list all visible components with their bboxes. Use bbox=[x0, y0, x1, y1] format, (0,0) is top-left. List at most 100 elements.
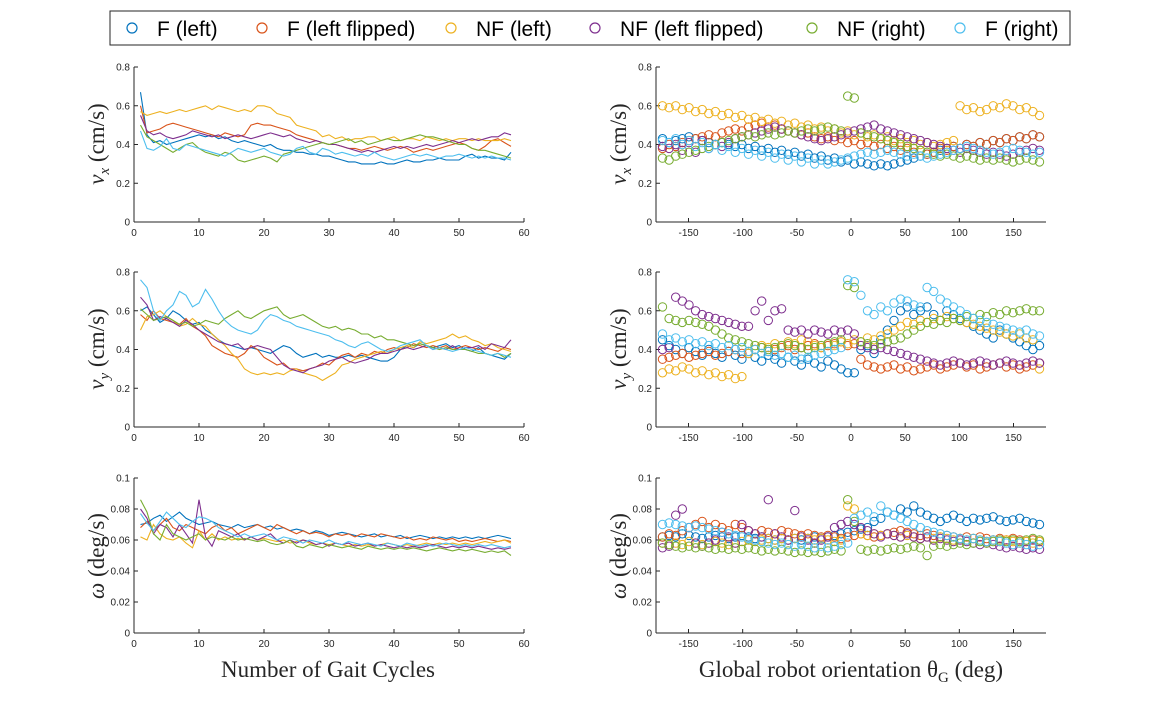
data-point bbox=[790, 541, 800, 551]
legend-marker bbox=[806, 22, 818, 34]
data-point bbox=[955, 533, 965, 544]
data-point bbox=[684, 147, 694, 158]
data-point bbox=[796, 335, 807, 345]
data-point bbox=[836, 155, 846, 165]
data-point bbox=[929, 286, 939, 297]
data-point bbox=[909, 366, 919, 376]
data-point bbox=[909, 519, 919, 530]
data-point bbox=[922, 317, 932, 328]
data-point bbox=[671, 134, 681, 144]
x-tick-label: -150 bbox=[678, 228, 698, 239]
data-point bbox=[657, 354, 668, 364]
data-point bbox=[750, 145, 760, 156]
data-point bbox=[763, 124, 773, 134]
data-point bbox=[730, 335, 740, 345]
data-point bbox=[737, 143, 747, 154]
data-point bbox=[796, 360, 807, 370]
data-point bbox=[1001, 323, 1012, 333]
panel-vx-gait: 0 0.2 0.4 0.6 0.8 0 10 20 30 40 50 60 bbox=[116, 63, 530, 240]
data-point bbox=[770, 350, 780, 360]
data-point bbox=[915, 151, 926, 161]
x-tick-label: -100 bbox=[733, 639, 753, 650]
data-point bbox=[935, 364, 945, 374]
data-point bbox=[677, 317, 687, 328]
data-point bbox=[849, 516, 859, 527]
data-point bbox=[922, 526, 932, 536]
data-point bbox=[829, 522, 840, 533]
data-point bbox=[723, 529, 734, 539]
data-point bbox=[697, 348, 707, 359]
data-point bbox=[1028, 356, 1038, 366]
series-line bbox=[139, 130, 512, 161]
data-point bbox=[942, 362, 952, 372]
data-point bbox=[690, 350, 701, 360]
data-point bbox=[869, 132, 879, 142]
data-point bbox=[1008, 325, 1018, 335]
data-point bbox=[704, 130, 714, 140]
data-point bbox=[809, 546, 820, 556]
data-point bbox=[776, 538, 787, 548]
x-tick-label: 100 bbox=[951, 639, 968, 650]
data-point bbox=[823, 134, 833, 144]
data-point bbox=[909, 153, 919, 163]
data-point bbox=[677, 362, 687, 372]
data-point bbox=[1021, 362, 1032, 372]
data-point bbox=[856, 149, 866, 159]
data-point bbox=[816, 348, 826, 359]
data-point bbox=[671, 530, 681, 541]
data-point bbox=[677, 149, 687, 159]
data-point bbox=[1028, 306, 1038, 316]
data-point bbox=[876, 342, 886, 353]
data-point bbox=[889, 137, 899, 148]
data-point bbox=[909, 149, 919, 159]
data-point bbox=[671, 510, 681, 520]
data-point bbox=[975, 315, 985, 326]
series-line bbox=[140, 310, 512, 382]
data-point bbox=[843, 275, 853, 285]
data-point bbox=[882, 325, 893, 335]
data-point bbox=[975, 364, 985, 374]
data-point bbox=[948, 313, 959, 324]
data-point bbox=[697, 143, 707, 154]
data-point bbox=[697, 132, 707, 142]
data-point bbox=[836, 546, 846, 556]
data-point bbox=[737, 544, 747, 554]
y-tick-label: 0.4 bbox=[116, 140, 130, 151]
data-point bbox=[710, 535, 721, 545]
data-point bbox=[942, 530, 952, 541]
data-point bbox=[677, 521, 687, 531]
data-point bbox=[770, 539, 780, 550]
data-point bbox=[743, 533, 754, 544]
data-point bbox=[995, 321, 1005, 331]
data-point bbox=[803, 352, 813, 362]
y-tick-label: 0.1 bbox=[638, 474, 652, 485]
data-point bbox=[882, 544, 893, 554]
data-point bbox=[889, 315, 899, 326]
data-point bbox=[809, 543, 820, 553]
data-point bbox=[717, 527, 727, 537]
x-tick-label: 60 bbox=[518, 433, 530, 444]
data-point bbox=[856, 354, 866, 364]
y-tick-label: 0.4 bbox=[638, 345, 652, 356]
panel-vx-orientation: 0 0.2 0.4 0.6 0.8 -150 -100 -50 0 50 100 150 bbox=[638, 63, 1046, 239]
data-point bbox=[955, 358, 965, 368]
y-tick-label: 0 bbox=[124, 218, 130, 229]
data-point bbox=[922, 550, 932, 561]
data-point bbox=[757, 546, 767, 556]
data-point bbox=[922, 153, 932, 163]
vx-y-axis-label-right: vx (cm/s) bbox=[606, 103, 635, 184]
data-point bbox=[935, 529, 945, 539]
data-point bbox=[677, 337, 687, 347]
data-point bbox=[862, 507, 873, 517]
legend-item: NF (right) bbox=[806, 18, 926, 41]
data-point bbox=[757, 116, 767, 127]
data-point bbox=[935, 539, 945, 550]
data-point bbox=[684, 522, 694, 533]
data-point bbox=[823, 159, 833, 169]
data-point bbox=[882, 145, 893, 156]
series-line bbox=[140, 511, 512, 540]
data-point bbox=[849, 530, 859, 541]
data-point bbox=[763, 315, 773, 326]
data-point bbox=[862, 130, 873, 140]
data-point bbox=[981, 533, 992, 544]
